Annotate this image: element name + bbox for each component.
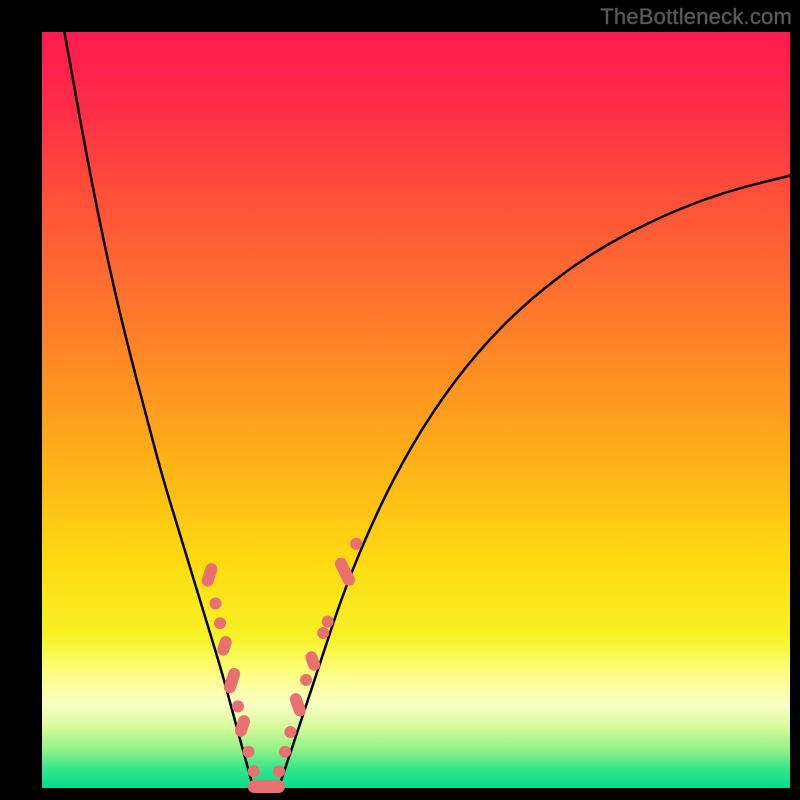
left-marker bbox=[242, 746, 254, 758]
bottleneck-chart-svg bbox=[0, 0, 800, 800]
left-marker bbox=[214, 617, 226, 629]
bottom-marker-bar bbox=[248, 780, 285, 793]
right-marker bbox=[317, 627, 329, 639]
right-marker bbox=[273, 765, 285, 777]
right-marker bbox=[322, 616, 334, 628]
right-marker bbox=[350, 538, 362, 550]
watermark-text: TheBottleneck.com bbox=[600, 4, 792, 30]
right-marker bbox=[279, 746, 291, 758]
left-marker bbox=[232, 700, 244, 712]
right-marker bbox=[284, 726, 296, 738]
plot-area-gradient bbox=[42, 32, 790, 788]
right-marker bbox=[300, 674, 312, 686]
left-marker bbox=[210, 598, 222, 610]
chart-stage: TheBottleneck.com bbox=[0, 0, 800, 800]
left-marker bbox=[248, 765, 260, 777]
